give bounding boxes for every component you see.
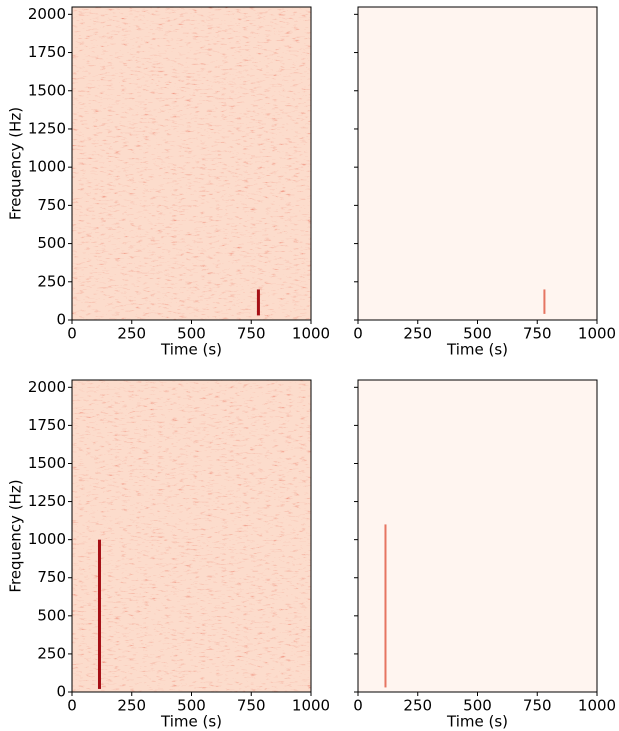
x-tick-label: 500 (463, 697, 492, 715)
y-tick-label: 1750 (28, 416, 66, 434)
y-tick-label: 250 (37, 644, 66, 662)
x-tick-label: 250 (117, 697, 146, 715)
x-tick-label: 1000 (292, 697, 330, 715)
signal-track (97, 539, 101, 689)
x-tick-label: 500 (177, 325, 206, 343)
x-axis-label: Time (s) (160, 341, 222, 359)
y-tick-label: 1500 (28, 81, 66, 99)
x-axis-label: Time (s) (446, 713, 508, 731)
plot-background (358, 7, 597, 320)
x-tick-label: 750 (523, 325, 552, 343)
x-tick-label: 500 (463, 325, 492, 343)
x-tick-label: 750 (237, 697, 266, 715)
y-tick-label: 1000 (28, 158, 66, 176)
y-tick-label: 1000 (28, 530, 66, 548)
noise-texture (72, 380, 311, 692)
subplot: 0 250 500 750 1000 0 250 500 750 1000 1250 1500 1750… (7, 5, 331, 359)
y-tick-label: 2000 (28, 5, 66, 23)
x-tick-label: 750 (237, 325, 266, 343)
y-tick-label: 750 (37, 568, 66, 586)
x-tick-label: 0 (67, 697, 77, 715)
x-tick-label: 250 (403, 697, 432, 715)
x-tick-label: 750 (523, 697, 552, 715)
y-tick-label: 500 (37, 234, 66, 252)
x-tick-label: 0 (353, 325, 363, 343)
y-tick-label: 1250 (28, 119, 66, 137)
y-tick-label: 250 (37, 272, 66, 290)
x-axis-label: Time (s) (446, 341, 508, 359)
plot-background (358, 380, 597, 692)
y-tick-label: 1750 (28, 43, 66, 61)
x-tick-label: 0 (67, 325, 77, 343)
x-tick-label: 250 (117, 325, 146, 343)
x-tick-label: 250 (403, 325, 432, 343)
y-axis-label: Frequency (Hz) (7, 479, 25, 592)
subplot: 0 250 500 750 1000 Time (s) (353, 6, 616, 359)
x-tick-label: 0 (353, 697, 363, 715)
x-tick-label: 1000 (578, 697, 616, 715)
subplot: 0 250 500 750 1000 0 250 500 750 1000 1250 1500 1750… (7, 378, 331, 731)
x-tick-label: 1000 (292, 325, 330, 343)
x-axis-label: Time (s) (160, 713, 222, 731)
noise-texture (72, 7, 311, 320)
y-axis-label: Frequency (Hz) (7, 107, 25, 220)
signal-track (256, 289, 260, 316)
y-tick-label: 500 (37, 606, 66, 624)
y-tick-label: 0 (56, 683, 66, 701)
x-tick-label: 500 (177, 697, 206, 715)
y-tick-label: 1250 (28, 492, 66, 510)
y-tick-label: 2000 (28, 378, 66, 396)
subplot: 0 250 500 750 1000 Time (s) (353, 379, 616, 731)
y-tick-label: 0 (56, 311, 66, 329)
y-tick-label: 1500 (28, 454, 66, 472)
y-tick-label: 750 (37, 196, 66, 214)
signal-track (384, 524, 387, 688)
signal-track (543, 289, 546, 314)
x-tick-label: 1000 (578, 325, 616, 343)
